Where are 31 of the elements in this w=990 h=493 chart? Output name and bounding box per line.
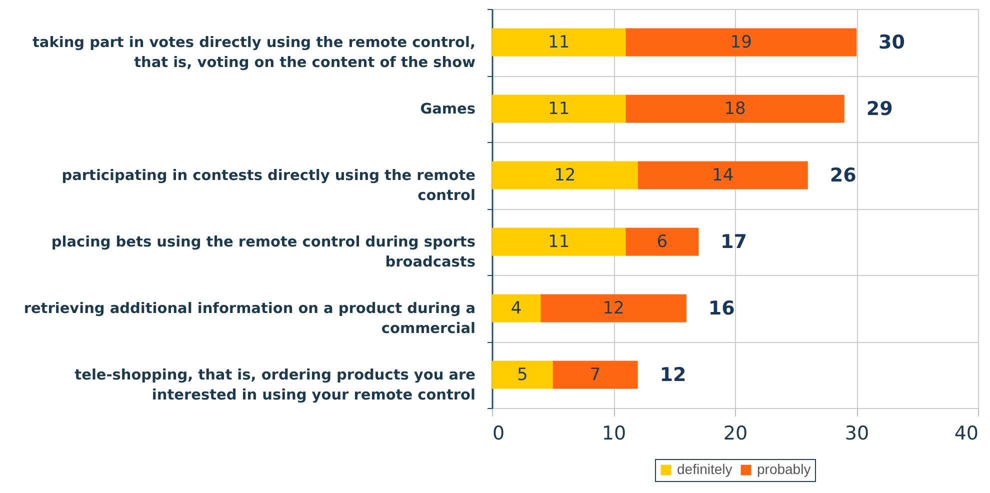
- total-label: 17: [720, 230, 748, 253]
- data-label: 19: [730, 32, 752, 52]
- x-tick-label: 20: [723, 422, 748, 444]
- x-tick-label: 10: [602, 422, 626, 444]
- y-tick-label: Games: [420, 101, 476, 118]
- legend-label: definitely: [677, 461, 732, 477]
- total-label: 29: [866, 98, 893, 120]
- total-label: 30: [878, 31, 905, 54]
- data-label: 7: [590, 364, 601, 385]
- y-tick-label: placing bets using the remote control during sports broadcasts: [51, 234, 476, 270]
- total-label: 26: [830, 164, 856, 186]
- data-label: 11: [548, 32, 570, 52]
- data-label: 6: [656, 232, 668, 252]
- y-tick-label: participating in contests directly using the remote control: [62, 168, 476, 204]
- data-label: 12: [602, 298, 624, 318]
- data-label: 5: [516, 364, 528, 385]
- data-label: 11: [548, 98, 570, 119]
- y-tick-label: taking part in votes directly using the remote control, that is, voting on the content of the show: [32, 34, 476, 71]
- x-tick-label: 0: [492, 422, 505, 444]
- data-label: 18: [724, 98, 746, 119]
- legend-label: probably: [757, 461, 811, 477]
- y-tick-label: tele-shopping, that is, ordering products you are interested in using your remote control: [74, 367, 476, 404]
- data-label: 12: [554, 165, 576, 186]
- total-label: 16: [708, 297, 735, 320]
- data-label: 4: [510, 298, 522, 318]
- x-tick-label: 30: [844, 422, 870, 444]
- x-tick-label: 40: [954, 422, 978, 444]
- total-label: 12: [660, 364, 686, 386]
- data-label: 11: [548, 232, 570, 252]
- data-label: 14: [712, 165, 734, 186]
- y-tick-label: retrieving additional information on a product during a commercial: [24, 300, 476, 337]
